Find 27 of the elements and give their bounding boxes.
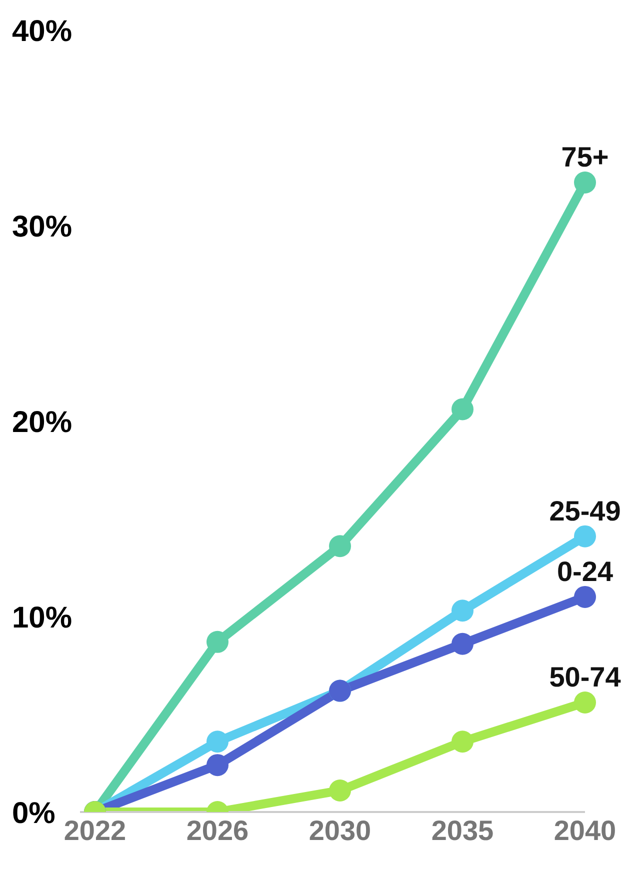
point: [574, 586, 596, 608]
point: [452, 632, 474, 655]
point: [452, 600, 474, 622]
point: [329, 535, 351, 558]
point: [206, 754, 228, 776]
y-tick-label: 20%: [12, 406, 72, 439]
y-tick-label: 40%: [12, 15, 72, 48]
x-tick-label: 2022: [64, 814, 126, 846]
y-tick-label: 30%: [12, 210, 72, 244]
point: [452, 398, 474, 420]
point: [206, 630, 228, 653]
point: [329, 779, 351, 802]
x-tick-label: 2026: [186, 814, 249, 846]
point: [574, 171, 596, 194]
point: [452, 730, 474, 753]
y-tick-label: 0%: [12, 797, 56, 830]
y-tick-label: 10%: [12, 602, 72, 634]
series-label: 0-24: [556, 556, 614, 587]
x-tick-label: 2040: [554, 814, 616, 846]
point: [574, 525, 596, 548]
series-label: 25-49: [549, 495, 621, 526]
point: [206, 730, 228, 753]
x-tick-label: 2035: [431, 814, 494, 846]
series-label: 75+: [561, 141, 609, 172]
x-tick-label: 2030: [308, 814, 372, 846]
point: [574, 692, 596, 714]
series-label: 50-74: [549, 662, 622, 693]
